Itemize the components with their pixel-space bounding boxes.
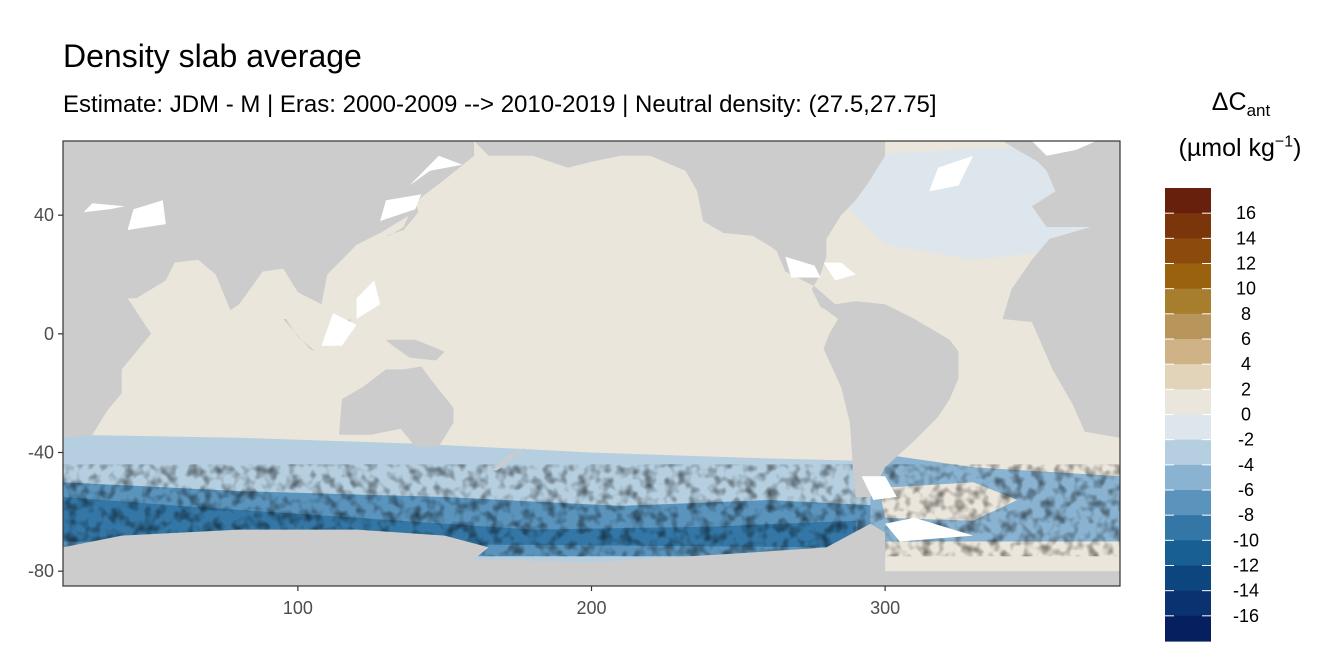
legend-title-main: ΔC: [1211, 88, 1247, 116]
legend-swatch: [1165, 188, 1211, 214]
legend-label: 12: [1236, 254, 1256, 274]
land-mass-2: [474, 141, 592, 168]
legend-swatch: [1165, 238, 1211, 265]
missing-data-patch-12: [1031, 141, 1097, 156]
legend-title-sub: ant: [1246, 101, 1271, 120]
missing-data-patch-8: [785, 256, 821, 278]
legend-label: 0: [1241, 405, 1251, 425]
legend-label: -10: [1233, 530, 1259, 550]
missing-data-patch-2: [83, 203, 125, 213]
legend-swatch: [1165, 439, 1211, 466]
legend-swatch: [1165, 540, 1211, 567]
legend-label: 8: [1241, 304, 1251, 324]
axes: 40 0 -40 -80 100 200 300: [28, 205, 900, 618]
legend: 16 14 12 10 8 6 4 2 0 -2 -4 -6 -8 -10 -12 -14 -16: [1165, 188, 1259, 642]
land-mass-8: [283, 319, 316, 352]
legend-label: 4: [1241, 354, 1251, 374]
legend-label: -2: [1238, 430, 1254, 450]
legend-title: ΔCant: [1164, 88, 1318, 120]
y-tick-label: -80: [28, 561, 54, 581]
legend-label: 6: [1241, 329, 1251, 349]
legend-swatch: [1165, 339, 1211, 365]
map-panel: [63, 141, 1120, 586]
legend-swatch: [1165, 615, 1211, 642]
legend-swatch: [1165, 464, 1211, 491]
legend-swatch: [1165, 288, 1211, 315]
legend-label: -12: [1233, 556, 1259, 576]
legend-swatch: [1165, 313, 1211, 340]
legend-swatch: [1165, 414, 1211, 441]
legend-label: 2: [1241, 379, 1251, 399]
missing-data-patch-4: [356, 280, 381, 319]
legend-swatch: [1165, 565, 1211, 592]
land-mass-4: [1002, 141, 1120, 245]
legend-label: 14: [1236, 228, 1256, 248]
y-tick-label: 0: [44, 324, 54, 344]
legend-swatch: [1165, 364, 1211, 390]
legend-swatch: [1165, 263, 1211, 290]
legend-label: -14: [1233, 581, 1259, 601]
legend-swatch: [1165, 389, 1211, 416]
land-mass-6: [339, 366, 454, 447]
y-tick-label: 40: [34, 205, 54, 225]
x-tick-label: 300: [870, 598, 900, 618]
legend-unit-sup: −1: [1274, 133, 1294, 151]
legend-label: 10: [1236, 279, 1256, 299]
legend-unit-base: (µmol kg: [1178, 134, 1275, 162]
legend-swatch: [1165, 490, 1211, 516]
land-antarctica: [63, 571, 1120, 586]
land-mass-1: [63, 141, 475, 438]
land-mass-12: [63, 523, 886, 586]
missing-data-patch-1: [127, 200, 166, 230]
legend-label: 16: [1236, 203, 1256, 223]
missing-data-patch-7: [823, 262, 856, 281]
legend-label: -16: [1233, 606, 1259, 626]
missing-data-patch-6: [409, 155, 463, 186]
chart-subtitle: Estimate: JDM - M | Eras: 2000-2009 --> …: [63, 91, 937, 118]
y-tick-label: -40: [28, 443, 54, 463]
missing-data-patch-9: [861, 476, 897, 500]
land-mass-11: [491, 446, 527, 471]
land-mass-3: [591, 141, 959, 497]
legend-swatch: [1165, 590, 1211, 617]
x-tick-label: 200: [576, 598, 606, 618]
legend-unit: (µmol kg−1): [1160, 134, 1320, 163]
missing-data-patch-11: [929, 155, 974, 192]
legend-swatch: [1165, 515, 1211, 541]
x-tick-label: 100: [283, 598, 313, 618]
legend-label: -8: [1238, 505, 1254, 525]
land-mass-5: [1002, 227, 1120, 438]
legend-swatch: [1165, 213, 1211, 239]
chart-title: Density slab average: [63, 38, 362, 74]
missing-data-patch-10: [885, 517, 974, 542]
land-mass-7: [386, 339, 445, 361]
legend-unit-close: ): [1293, 134, 1302, 162]
missing-data-patch-5: [380, 194, 422, 222]
legend-label: -4: [1238, 455, 1254, 475]
legend-label: -6: [1238, 480, 1254, 500]
missing-data-patch-3: [321, 313, 357, 346]
